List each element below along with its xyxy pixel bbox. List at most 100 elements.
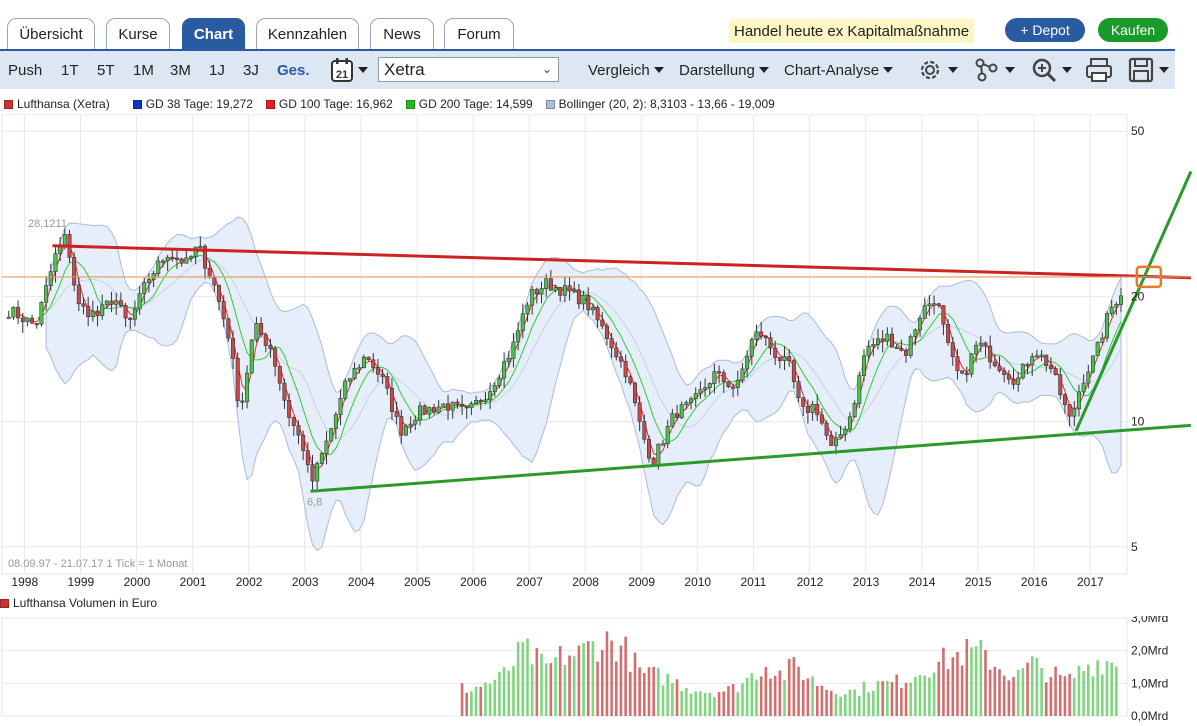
candle-body [20,317,25,323]
exchange-select[interactable]: Xetra ⌄ [378,57,559,82]
save-button[interactable] [1127,55,1169,85]
print-button[interactable] [1084,55,1114,85]
volume-bar [479,687,483,716]
candle [819,408,824,426]
settings-button[interactable] [916,55,958,85]
candle-body [81,303,86,307]
menu-chart-analyse[interactable]: Chart-Analyse [784,51,894,89]
candle [259,317,264,338]
candle-body [684,402,689,406]
calendar-button[interactable]: 21 [330,55,368,85]
candle-body [165,256,170,262]
menu-vergleich[interactable]: Vergleich [588,51,664,89]
volume-bar [886,680,889,716]
candle [843,425,848,442]
volume-bar [549,663,553,716]
buy-button[interactable]: Kaufen [1098,18,1168,42]
volume-bar [942,647,945,716]
volume-bar [778,670,782,716]
candle-body [618,356,623,362]
volume-bar [727,686,730,716]
candle [997,356,1002,373]
volume-tick-label: 3,0Mrd [1131,616,1168,625]
candle-body [207,267,212,278]
candle-body [675,413,680,419]
candle [446,394,451,420]
candle-body [95,310,100,317]
candle [852,400,857,418]
candle-body [562,285,567,296]
volume-bar [460,683,464,716]
candle-body [34,323,39,326]
candle [525,302,530,322]
candle [72,252,77,292]
candle [25,317,30,327]
volume-chart[interactable]: 3,0Mrd 2,0Mrd 1,0Mrd 0,0Mrd [0,616,1197,726]
menu-darstellung[interactable]: Darstellung [679,51,769,89]
candle-body [432,407,437,413]
tab-chart[interactable]: Chart [182,18,245,50]
candle [221,295,226,328]
candle [389,378,394,421]
candle [114,292,119,316]
range-push[interactable]: Push [8,61,43,79]
candle-body [174,257,179,260]
candle [217,284,222,311]
candle [235,352,240,408]
candle-body [997,365,1002,372]
x-tick-label: 2008 [572,575,599,589]
candle [305,442,310,473]
volume-bar [1044,682,1048,716]
tab-news[interactable]: News [370,18,434,50]
volume-bar [614,661,618,716]
volume-bar [965,639,969,716]
tab-uebersicht[interactable]: Übersicht [7,18,95,50]
candle [1025,362,1030,375]
add-to-depot-button[interactable]: + Depot [1005,18,1085,42]
candle-body [614,347,619,358]
candle [1105,311,1109,342]
volume-bar [699,691,702,716]
candle-body [474,400,479,404]
candle-body [586,294,591,311]
range-1t[interactable]: 1T [61,61,79,79]
candle [1039,349,1044,362]
tab-kennzahlen[interactable]: Kennzahlen [256,18,359,50]
candle-body [212,276,217,286]
range-1j[interactable]: 1J [209,61,225,79]
candle [464,405,469,419]
candle-body [277,365,282,384]
candle-body [833,437,838,446]
legend-gd200: GD 200 Tage: 14,599 [405,97,533,111]
volume-bar [582,643,585,716]
indicators-button[interactable] [973,55,1015,85]
tab-kurse[interactable]: Kurse [106,18,170,50]
candle [375,358,380,383]
candle-body [25,317,30,323]
candle [707,382,712,395]
candle-body [132,308,137,320]
volume-bar [825,689,828,716]
volume-bar [918,675,922,716]
range-3m[interactable]: 3M [170,61,191,79]
candle-body [782,356,787,361]
range-1m[interactable]: 1M [133,61,154,79]
candle-body [1086,371,1091,384]
range-gesamt[interactable]: Ges. [277,61,310,79]
price-chart[interactable]: 1998 1999 2000 2001 2002 2003 2004 2005 2006 2007… [0,114,1197,594]
candle [847,412,852,433]
volume-bar [1101,674,1104,716]
candle-body [324,440,329,454]
tab-forum[interactable]: Forum [444,18,514,50]
volume-bar [544,663,548,716]
candle-body [576,289,581,305]
candle-body [1034,355,1039,358]
candle [174,250,179,269]
range-5t[interactable]: 5T [97,61,115,79]
zoom-button[interactable] [1030,55,1072,85]
candle [969,353,974,378]
range-3j[interactable]: 3J [243,61,259,79]
volume-bar [993,666,997,716]
candle [1016,372,1021,392]
candle-body [109,300,114,305]
